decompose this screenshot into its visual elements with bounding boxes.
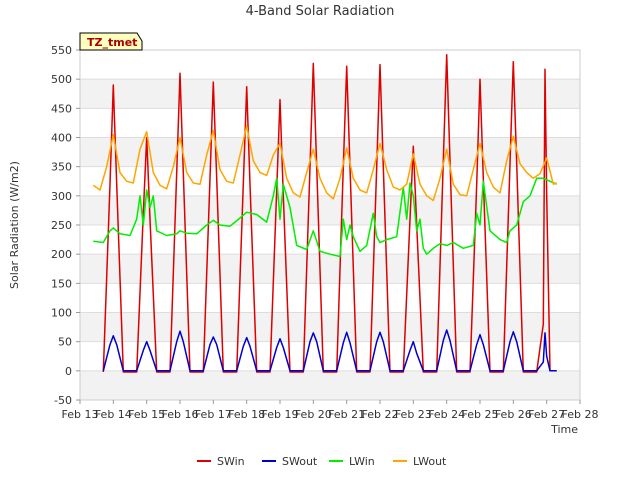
x-tick-label: Feb 28 <box>562 408 599 421</box>
series-line-swin <box>102 53 557 373</box>
legend-label: LWout <box>413 455 447 468</box>
y-tick-label: 100 <box>51 307 72 320</box>
y-tick-label: 300 <box>51 190 72 203</box>
x-tick-label: Feb 13 <box>62 408 99 421</box>
series-lines <box>92 53 557 373</box>
y-tick-label: 350 <box>51 161 72 174</box>
x-tick-label: Feb 17 <box>195 408 232 421</box>
series-line-swout <box>102 329 557 372</box>
x-tick-label: Feb 24 <box>428 408 465 421</box>
y-tick-label: -50 <box>54 394 72 407</box>
x-tick-label: Feb 23 <box>395 408 432 421</box>
x-tick-label: Feb 27 <box>528 408 565 421</box>
legend-label: SWout <box>282 455 318 468</box>
plot-band <box>80 137 580 167</box>
plot-band <box>80 79 580 109</box>
x-tick-label: Feb 22 <box>362 408 399 421</box>
site-tag-box <box>79 32 143 51</box>
plot-band <box>80 312 580 342</box>
x-tick-label: Feb 26 <box>495 408 532 421</box>
x-tick-label: Feb 18 <box>228 408 265 421</box>
site-tag: TZ_tmet <box>79 32 143 51</box>
chart-title: 4-Band Solar Radiation <box>246 4 395 19</box>
x-axis-title: Time <box>550 423 578 436</box>
legend-item-swin: SWin <box>197 455 245 468</box>
legend-item-lwin: LWin <box>329 455 375 468</box>
plot-band <box>80 370 580 400</box>
plot-band <box>80 254 580 284</box>
y-tick-label: 250 <box>51 219 72 232</box>
x-tick-label: Feb 20 <box>295 408 332 421</box>
x-tick-label: Feb 16 <box>162 408 199 421</box>
x-tick-label: Feb 14 <box>95 408 132 421</box>
x-tick-label: Feb 15 <box>128 408 165 421</box>
series-line-lwout <box>92 125 557 202</box>
y-tick-label: 550 <box>51 44 72 57</box>
y-tick-label: 50 <box>58 336 72 349</box>
legend-item-lwout: LWout <box>393 455 447 468</box>
plot-background-bands <box>80 79 580 400</box>
legend-item-swout: SWout <box>262 455 318 468</box>
y-tick-label: 450 <box>51 102 72 115</box>
plot-band <box>80 195 580 225</box>
legend-label: LWin <box>349 455 375 468</box>
site-tag-label: TZ_tmet <box>87 36 137 49</box>
x-tick-label: Feb 25 <box>462 408 499 421</box>
x-tick-label: Feb 21 <box>328 408 365 421</box>
y-axis: -50 0 50 100 150 200 250 300 350 400 450 500 550 <box>51 44 80 407</box>
x-tick-label: Feb 19 <box>262 408 299 421</box>
y-tick-label: 150 <box>51 277 72 290</box>
y-axis-title: Solar Radiation (W/m2) <box>8 161 21 289</box>
legend-label: SWin <box>217 455 245 468</box>
y-tick-label: 0 <box>65 365 72 378</box>
y-tick-label: 200 <box>51 248 72 261</box>
y-tick-label: 500 <box>51 73 72 86</box>
series-line-lwin <box>93 177 557 258</box>
y-tick-label: 400 <box>51 132 72 145</box>
legend: SWin SWout LWin LWout <box>197 455 447 468</box>
